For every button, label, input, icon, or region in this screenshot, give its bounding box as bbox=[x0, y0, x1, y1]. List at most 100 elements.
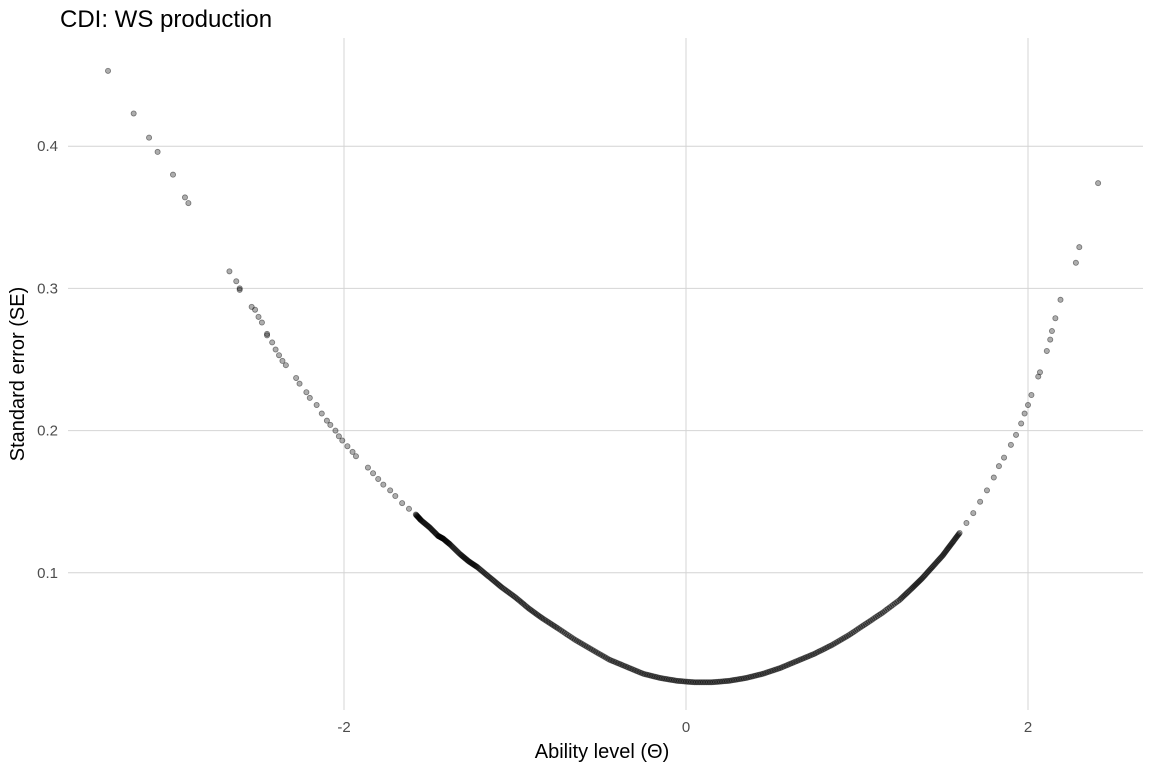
data-point bbox=[531, 609, 538, 616]
data-point bbox=[528, 607, 535, 614]
data-point bbox=[900, 593, 907, 600]
data-point bbox=[742, 675, 749, 682]
data-point bbox=[495, 582, 502, 589]
data-point bbox=[521, 601, 528, 608]
data-point bbox=[819, 646, 826, 653]
data-point bbox=[556, 626, 563, 633]
data-point bbox=[463, 556, 470, 563]
data-point bbox=[517, 598, 524, 605]
data-point bbox=[823, 644, 830, 651]
data-point bbox=[939, 552, 946, 559]
data-point bbox=[990, 474, 997, 481]
data-point bbox=[436, 533, 443, 540]
data-point bbox=[469, 560, 476, 567]
data-point bbox=[611, 658, 618, 665]
data-point bbox=[872, 614, 879, 621]
data-point bbox=[650, 673, 657, 680]
data-point bbox=[506, 589, 513, 596]
y-gridlines bbox=[68, 145, 1143, 574]
data-point bbox=[537, 614, 544, 621]
data-point bbox=[907, 586, 914, 593]
data-point bbox=[946, 543, 953, 550]
data-point bbox=[944, 545, 951, 552]
data-point bbox=[729, 677, 736, 684]
data-point bbox=[491, 578, 498, 585]
data-point bbox=[948, 541, 955, 548]
data-point bbox=[804, 653, 811, 660]
data-point bbox=[838, 636, 845, 643]
data-point bbox=[912, 581, 919, 588]
data-point bbox=[602, 654, 609, 661]
data-point bbox=[543, 618, 550, 625]
data-point bbox=[105, 67, 112, 74]
data-point bbox=[686, 678, 693, 685]
data-point bbox=[667, 676, 674, 683]
data-point bbox=[684, 678, 691, 685]
data-point bbox=[452, 546, 459, 553]
data-point bbox=[450, 544, 457, 551]
data-point bbox=[1035, 373, 1042, 380]
data-point bbox=[600, 653, 607, 660]
x-tick-label: -2 bbox=[337, 719, 350, 736]
data-point bbox=[566, 633, 573, 640]
data-point bbox=[248, 303, 255, 310]
data-point bbox=[264, 330, 271, 337]
data-point bbox=[1036, 369, 1043, 376]
data-point bbox=[429, 526, 436, 533]
data-point bbox=[520, 600, 527, 607]
data-point bbox=[914, 579, 921, 586]
data-point bbox=[775, 665, 782, 672]
data-point bbox=[414, 513, 421, 520]
data-point bbox=[592, 648, 599, 655]
data-point bbox=[811, 650, 818, 657]
data-point bbox=[883, 607, 890, 614]
data-point bbox=[509, 591, 516, 598]
data-point bbox=[636, 669, 643, 676]
data-point bbox=[486, 574, 493, 581]
data-point bbox=[770, 667, 777, 674]
data-point bbox=[879, 609, 886, 616]
data-point bbox=[920, 574, 927, 581]
data-point bbox=[451, 545, 458, 552]
data-point bbox=[583, 643, 590, 650]
data-point bbox=[296, 380, 303, 387]
data-point bbox=[862, 620, 869, 627]
data-point bbox=[276, 352, 283, 359]
data-point bbox=[413, 512, 420, 519]
data-point bbox=[533, 611, 540, 618]
data-point bbox=[826, 643, 833, 650]
data-point bbox=[725, 677, 732, 684]
data-point bbox=[864, 619, 871, 626]
data-point bbox=[691, 679, 698, 686]
data-point bbox=[954, 532, 961, 539]
data-point bbox=[1095, 180, 1102, 187]
data-point bbox=[893, 599, 900, 606]
data-point bbox=[1028, 392, 1035, 399]
data-point bbox=[588, 646, 595, 653]
data-point bbox=[896, 596, 903, 603]
data-point bbox=[604, 655, 611, 662]
data-point bbox=[665, 676, 672, 683]
data-point bbox=[597, 651, 604, 658]
data-point bbox=[761, 670, 768, 677]
data-point bbox=[465, 558, 472, 565]
data-point bbox=[427, 525, 434, 532]
data-point bbox=[454, 548, 461, 555]
data-point bbox=[886, 604, 893, 611]
data-point bbox=[881, 608, 888, 615]
data-point bbox=[867, 617, 874, 624]
data-point bbox=[782, 662, 789, 669]
data-point bbox=[497, 583, 504, 590]
data-point bbox=[785, 661, 792, 668]
data-point bbox=[963, 520, 970, 527]
data-point bbox=[648, 672, 655, 679]
data-point bbox=[432, 530, 439, 537]
data-point bbox=[955, 531, 962, 538]
data-point bbox=[576, 639, 583, 646]
data-point bbox=[435, 532, 442, 539]
data-point bbox=[621, 662, 628, 669]
data-point bbox=[1072, 259, 1079, 266]
data-point bbox=[306, 394, 313, 401]
data-point bbox=[461, 554, 468, 561]
data-point bbox=[855, 625, 862, 632]
